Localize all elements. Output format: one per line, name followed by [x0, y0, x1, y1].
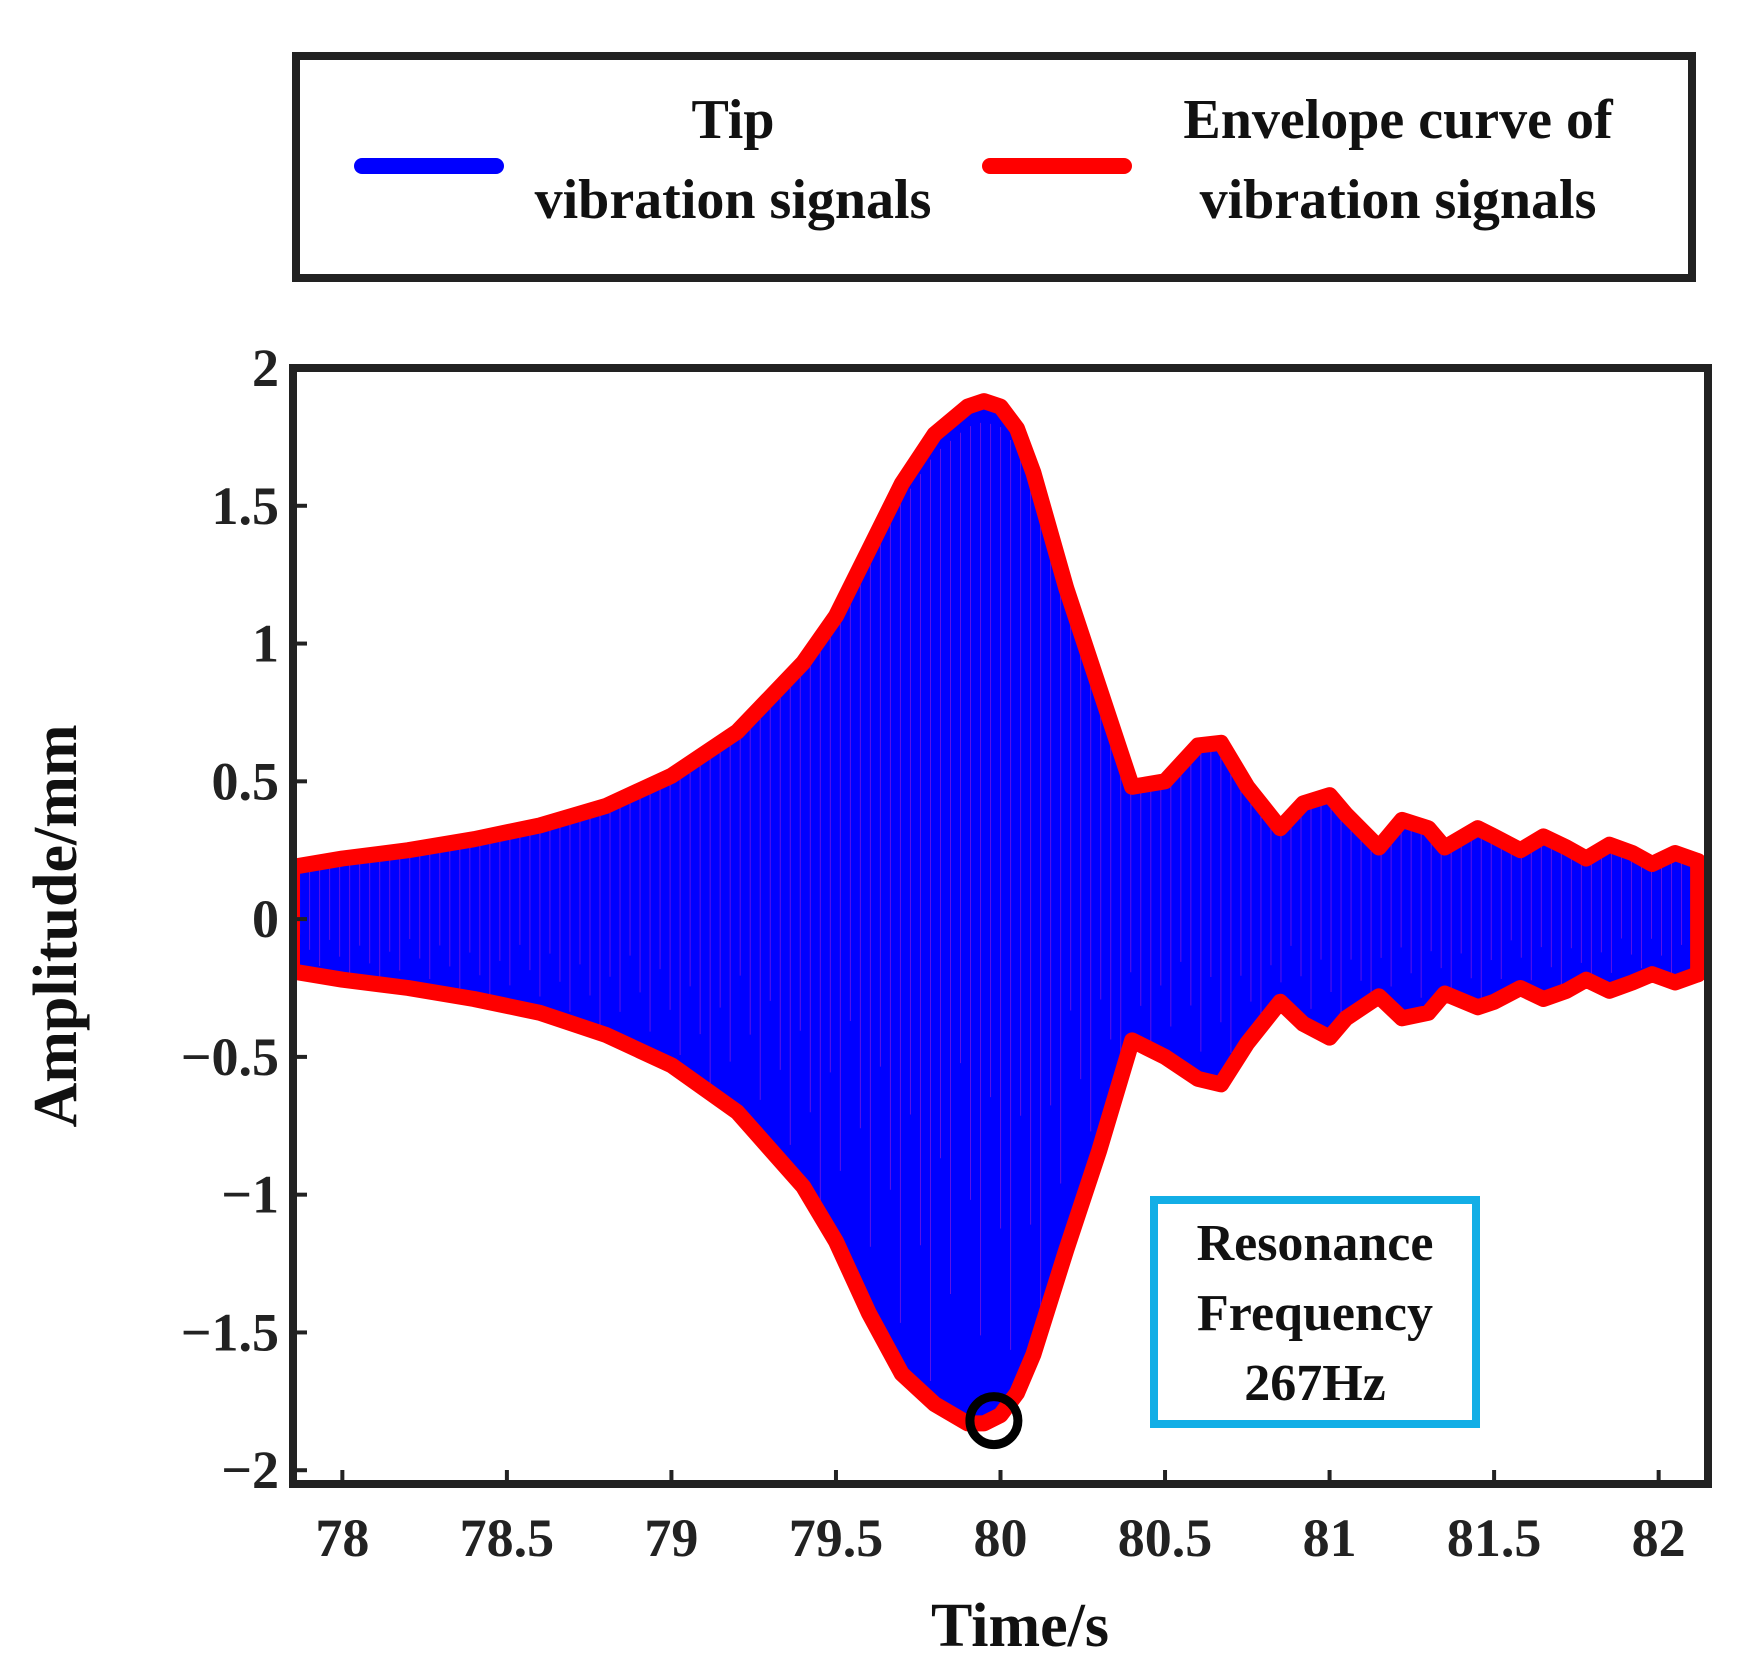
y-tick-label: 0.5 — [212, 751, 280, 811]
resonance-line-2: Frequency — [1197, 1285, 1433, 1342]
series-envelope-upper — [293, 393, 1707, 875]
y-tick-label: −0.5 — [181, 1027, 279, 1087]
x-tick-label: 79.5 — [789, 1508, 884, 1568]
y-tick-label: −1.5 — [181, 1302, 279, 1362]
x-axis-title: Time/s — [931, 1592, 1109, 1660]
resonance-marker-circle — [965, 1392, 1023, 1450]
x-tick-label: 81 — [1303, 1508, 1357, 1568]
series-tip-vibration-line — [293, 403, 1699, 1421]
series-envelope-lower — [293, 963, 1707, 1432]
resonance-line-1: Resonance — [1197, 1215, 1434, 1272]
axis-ticks: 78 78.5 79 79.5 80 80.5 81 81.5 82 2 1.5 1 0.5 0 −0.5 −… — [181, 338, 1686, 1568]
y-tick-label: 0 — [252, 889, 279, 949]
y-tick-label: −2 — [221, 1440, 279, 1500]
y-tick-label: 2 — [252, 338, 279, 398]
legend-label-envelope-line1: Envelope curve of — [1183, 89, 1614, 151]
resonance-annotation: Resonance Frequency 267Hz — [1150, 1196, 1480, 1428]
resonance-box — [1150, 1196, 1480, 1428]
resonance-line-3: 267Hz — [1244, 1355, 1386, 1412]
x-tick-label: 81.5 — [1447, 1508, 1542, 1568]
y-tick-label: 1 — [252, 614, 279, 674]
legend: Tip vibration signals Envelope curve of … — [292, 52, 1696, 282]
plot-area — [293, 393, 1707, 1450]
x-tick-label: 80 — [974, 1508, 1028, 1568]
x-tick-label: 82 — [1632, 1508, 1686, 1568]
legend-label-envelope-line2: vibration signals — [1200, 169, 1597, 231]
x-tick-label: 78 — [315, 1508, 369, 1568]
legend-label-tip-line1: Tip — [691, 89, 774, 151]
x-tick-label: 80.5 — [1118, 1508, 1213, 1568]
x-tick-label: 79 — [644, 1508, 698, 1568]
series-tip-vibration-texture — [299, 422, 1693, 1381]
legend-label-tip-line2: vibration signals — [535, 169, 932, 231]
x-tick-label: 78.5 — [460, 1508, 555, 1568]
y-tick-label: 1.5 — [212, 476, 280, 536]
y-tick-label: −1 — [221, 1165, 279, 1225]
y-axis-title: Amplitude/mm — [22, 725, 90, 1128]
